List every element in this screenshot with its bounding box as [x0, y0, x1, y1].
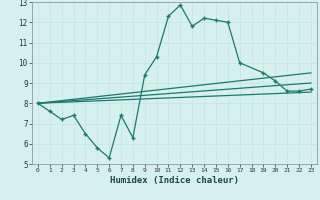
X-axis label: Humidex (Indice chaleur): Humidex (Indice chaleur) — [110, 176, 239, 185]
